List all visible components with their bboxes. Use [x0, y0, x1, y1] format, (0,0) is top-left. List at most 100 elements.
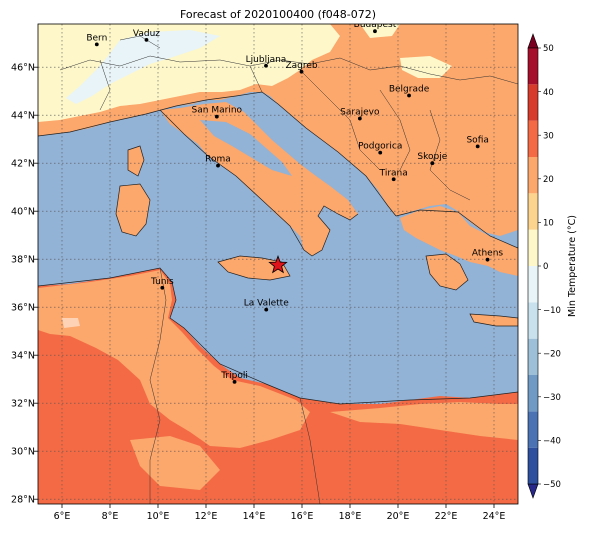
- x-tick-label: 22°E: [435, 511, 458, 522]
- colorbar-label: Min Temperature (°C): [567, 215, 578, 317]
- city-dot: [475, 144, 480, 149]
- y-tick-label: 30°N: [11, 447, 35, 458]
- colorbar-segment: [528, 48, 538, 85]
- city-dot: [430, 161, 435, 166]
- colorbar: −50 −40 −30 −20 −10 0 10 20 30 40 50: [527, 33, 561, 499]
- map-frame: [37, 23, 519, 505]
- x-tick-label: 10°E: [147, 511, 170, 522]
- y-tick-label: 32°N: [11, 399, 35, 410]
- y-tick-label: 28°N: [11, 495, 35, 506]
- city-label: Vaduz: [133, 29, 160, 39]
- city-label: Sarajevo: [340, 108, 380, 118]
- x-tick-label: 16°E: [291, 511, 314, 522]
- alpine-mild: [38, 24, 340, 122]
- country-borders: [59, 35, 518, 504]
- x-tick-label: 14°E: [243, 511, 266, 522]
- colorbar-segment: [528, 120, 538, 157]
- city-label: Roma: [205, 155, 231, 165]
- city-dot: [232, 379, 237, 384]
- colorbar-segment: [528, 302, 538, 339]
- city-dot: [391, 177, 396, 182]
- colorbar-extend-max: [527, 33, 539, 49]
- city-dot: [407, 93, 411, 98]
- city-label: La Valette: [244, 299, 289, 309]
- corsica: [128, 146, 144, 176]
- city-label: Belgrade: [389, 85, 430, 95]
- x-tick-label: 24°E: [483, 511, 506, 522]
- city-dot: [264, 63, 268, 68]
- city-dot: [144, 37, 149, 42]
- colorbar-tick-label: −20: [543, 349, 561, 359]
- colorbar-tick-label: −10: [543, 306, 561, 316]
- city-label: Bern: [86, 33, 107, 43]
- city-label: Podgorica: [358, 142, 402, 152]
- coastlines: [38, 91, 518, 405]
- y-tick-label: 38°N: [11, 255, 35, 266]
- city-label: Tirana: [379, 168, 408, 178]
- y-tick-label: 36°N: [11, 303, 35, 314]
- city-dot: [485, 257, 490, 262]
- peloponnese: [426, 254, 468, 290]
- colorbar-tick-label: 40: [543, 88, 554, 98]
- y-axis: 28°N 30°N 32°N 34°N 36°N 38°N 40°N 42°N 44°N 46°N: [11, 63, 38, 506]
- graticule: [38, 24, 518, 504]
- city-label: Zagreb: [285, 61, 317, 71]
- x-tick-label: 12°E: [195, 511, 218, 522]
- colorbar-tick-label: 20: [543, 175, 554, 185]
- city-label: Tripoli: [220, 371, 248, 381]
- africa-warm-patch: [330, 402, 518, 440]
- colorbar-segment: [528, 266, 538, 303]
- city-dot: [214, 114, 219, 119]
- colorbar-segment: [528, 229, 538, 266]
- city-dot: [94, 42, 99, 47]
- y-tick-label: 40°N: [11, 207, 35, 218]
- city-dot: [378, 150, 383, 155]
- balkan-mild: [360, 24, 400, 38]
- city-label: Ljubljana: [246, 55, 287, 65]
- y-tick-label: 34°N: [11, 351, 35, 362]
- colorbar-segment: [528, 411, 538, 448]
- colorbar-tick-label: 50: [543, 44, 554, 54]
- colorbar-segment: [528, 447, 538, 484]
- city-dot: [264, 307, 269, 312]
- colorbar-tick-label: 30: [543, 131, 554, 141]
- city-label: Sofia: [466, 135, 488, 145]
- storm-star-marker: [268, 255, 288, 274]
- colorbar-segment: [528, 375, 538, 412]
- italy-land: [160, 102, 358, 256]
- x-axis: 6°E 8°E 10°E 12°E 14°E 16°E 18°E 20°E 22°E 24°E: [54, 504, 506, 522]
- city-label: Skopje: [417, 152, 447, 162]
- x-tick-label: 18°E: [339, 511, 362, 522]
- y-tick-label: 42°N: [11, 159, 35, 170]
- colorbar-tick-label: −30: [543, 393, 561, 403]
- colorbar-tick-label: −50: [543, 480, 561, 490]
- x-tick-label: 20°E: [387, 511, 410, 522]
- x-tick-label: 8°E: [102, 511, 119, 522]
- colorbar-extend-min: [527, 483, 539, 499]
- colorbar-segment: [528, 157, 538, 194]
- y-tick-label: 44°N: [11, 111, 35, 122]
- colorbar-tick-label: 10: [543, 219, 554, 229]
- city-dot: [299, 69, 304, 74]
- y-tick-label: 46°N: [11, 63, 35, 74]
- colorbar-segment: [528, 84, 538, 121]
- city-label: Athens: [472, 249, 503, 259]
- colorbar-tick-label: 0: [543, 262, 548, 272]
- italy-sea-inlet: [200, 120, 292, 176]
- city-dot: [216, 163, 220, 168]
- city-dot: [357, 116, 362, 121]
- sardinia: [116, 184, 150, 236]
- colorbar-tick-label: −40: [543, 437, 561, 447]
- x-tick-label: 6°E: [54, 511, 71, 522]
- city-dot: [160, 285, 165, 290]
- city-dot: [373, 29, 377, 34]
- city-label: Budapest: [354, 20, 397, 30]
- island: [62, 318, 80, 328]
- colorbar-segment: [528, 193, 538, 230]
- city-label: San Marino: [192, 106, 243, 116]
- city-label: Tunis: [150, 277, 174, 287]
